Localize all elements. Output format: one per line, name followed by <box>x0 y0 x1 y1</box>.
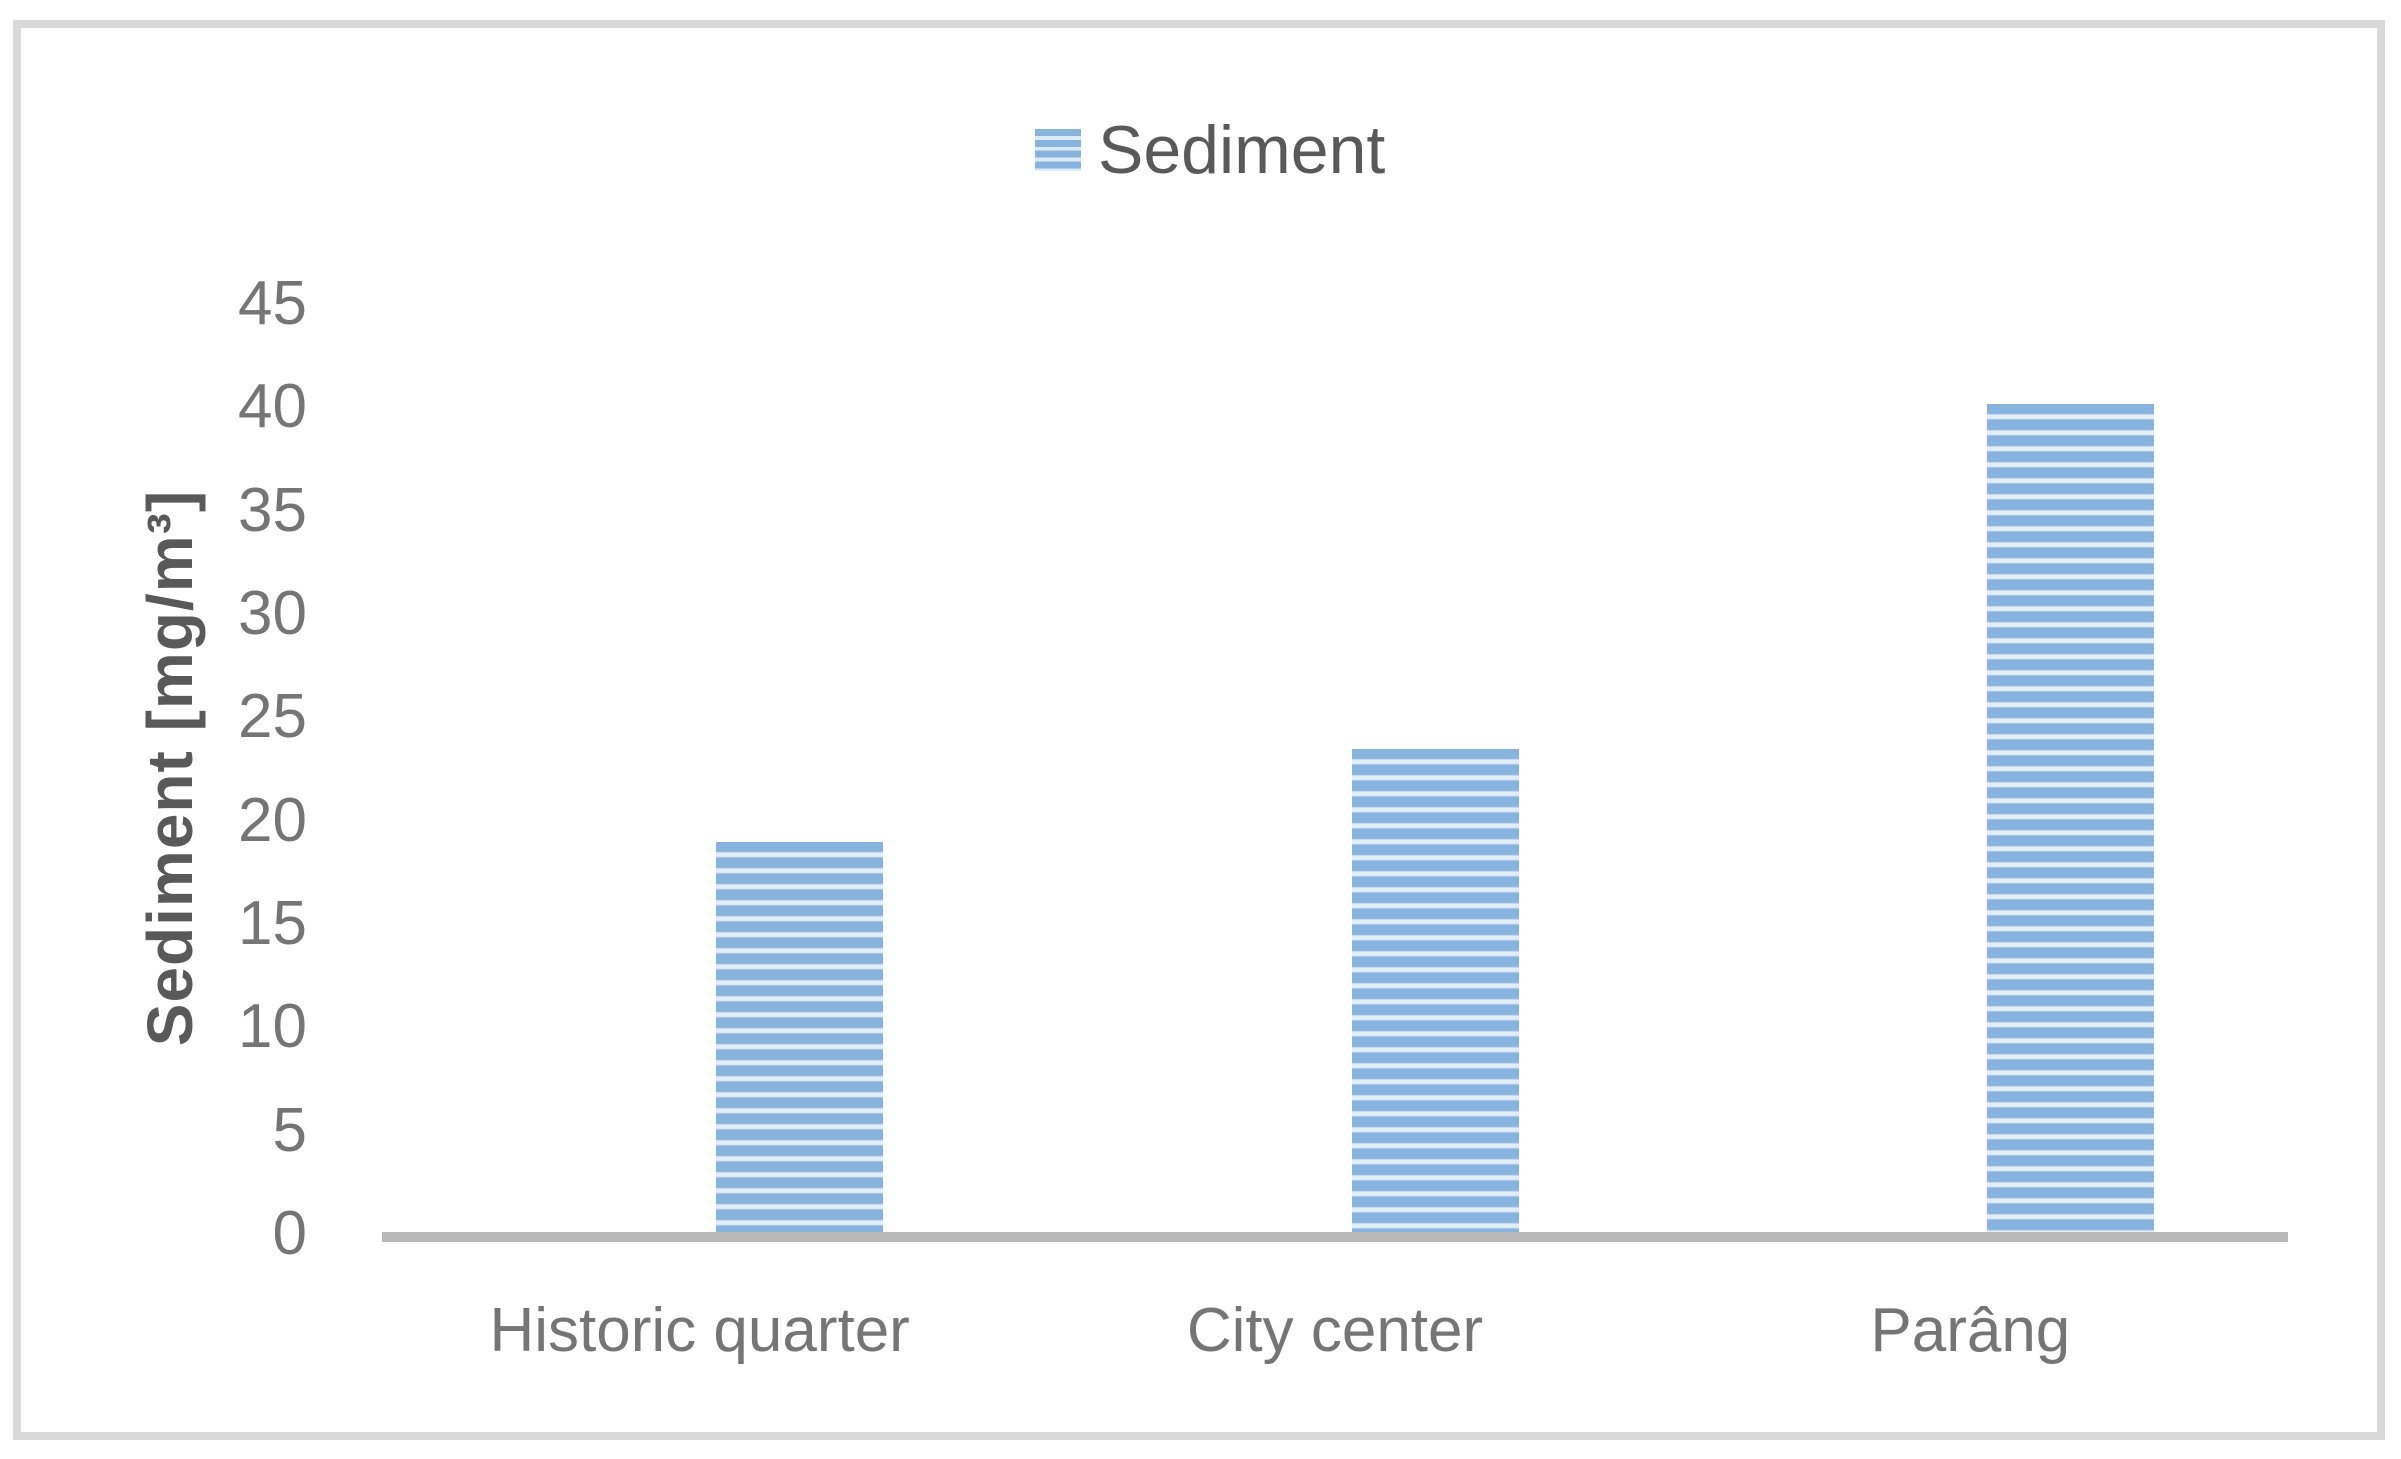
x-category-label-historic-quarter: Historic quarter <box>489 1296 910 1365</box>
y-tick-label-45: 45 <box>238 268 307 338</box>
y-tick-label-5: 5 <box>272 1095 307 1165</box>
legend-label-sediment: Sediment <box>1098 112 1386 188</box>
y-tick-label-20: 20 <box>238 785 307 855</box>
y-tick-label-15: 15 <box>238 888 307 958</box>
bar-par-ng <box>1986 404 2154 1232</box>
y-tick-label-25: 25 <box>238 682 307 752</box>
y-tick-label-30: 30 <box>238 578 307 648</box>
y-axis-title: Sediment [mg/m³] <box>134 489 206 1047</box>
y-tick-label-35: 35 <box>238 475 307 545</box>
bar-historic-quarter <box>716 842 884 1232</box>
legend-swatch-sediment-icon <box>1035 129 1081 171</box>
bar-city-center <box>1351 749 1519 1232</box>
y-tick-label-10: 10 <box>238 992 307 1062</box>
y-tick-label-0: 0 <box>272 1198 307 1268</box>
x-category-label-par-ng: Parâng <box>1870 1296 2071 1365</box>
y-tick-label-40: 40 <box>238 372 307 442</box>
chart-legend: Sediment <box>1035 116 1385 184</box>
x-category-label-city-center: City center <box>1186 1296 1484 1365</box>
x-axis-line <box>382 1232 2288 1242</box>
